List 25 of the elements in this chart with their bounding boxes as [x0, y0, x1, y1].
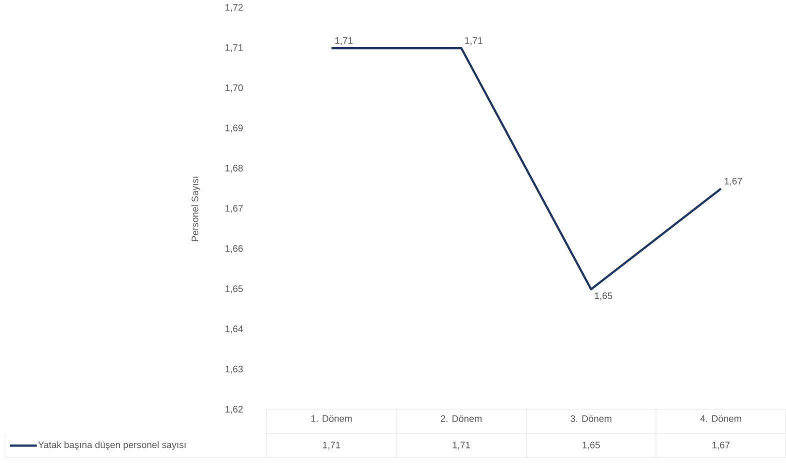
x-tick-label: 3. Dönem	[570, 416, 612, 422]
y-tick-label: 1,68	[226, 165, 243, 173]
y-tick-label: 1,64	[226, 326, 243, 334]
y-tick-label: 1,65	[226, 286, 243, 294]
y-tick-label: 1,72	[226, 4, 243, 12]
y-tick-label: 1,63	[226, 366, 243, 374]
data-label: 1,65	[582, 442, 600, 450]
text: 1,71	[465, 38, 482, 46]
data-label: 1,71	[452, 442, 470, 450]
text: 1,65	[594, 292, 612, 300]
legend-label: Yatak başına düşen personel sayısı	[38, 441, 186, 450]
text: 1,71	[335, 38, 353, 46]
x-tick-label: 4. Dönem	[700, 416, 742, 422]
y-tick-label: 1,67	[226, 205, 243, 214]
y-axis-title: Personel Sayısı	[191, 177, 200, 242]
x-tick-label: 2. Dönem	[440, 416, 482, 422]
data-label: 1,71	[323, 442, 340, 450]
y-tick-label: 1,62	[226, 406, 243, 414]
y-tick-label: 1,69	[226, 124, 243, 133]
y-tick-label: 1,66	[226, 245, 243, 254]
text: 1,67	[724, 178, 742, 186]
x-tick-label: 1. Dönem	[311, 416, 352, 422]
data-label: 1,67	[712, 442, 730, 450]
y-tick-label: 1,70	[226, 84, 243, 92]
y-tick-label: 1,71	[226, 44, 243, 52]
